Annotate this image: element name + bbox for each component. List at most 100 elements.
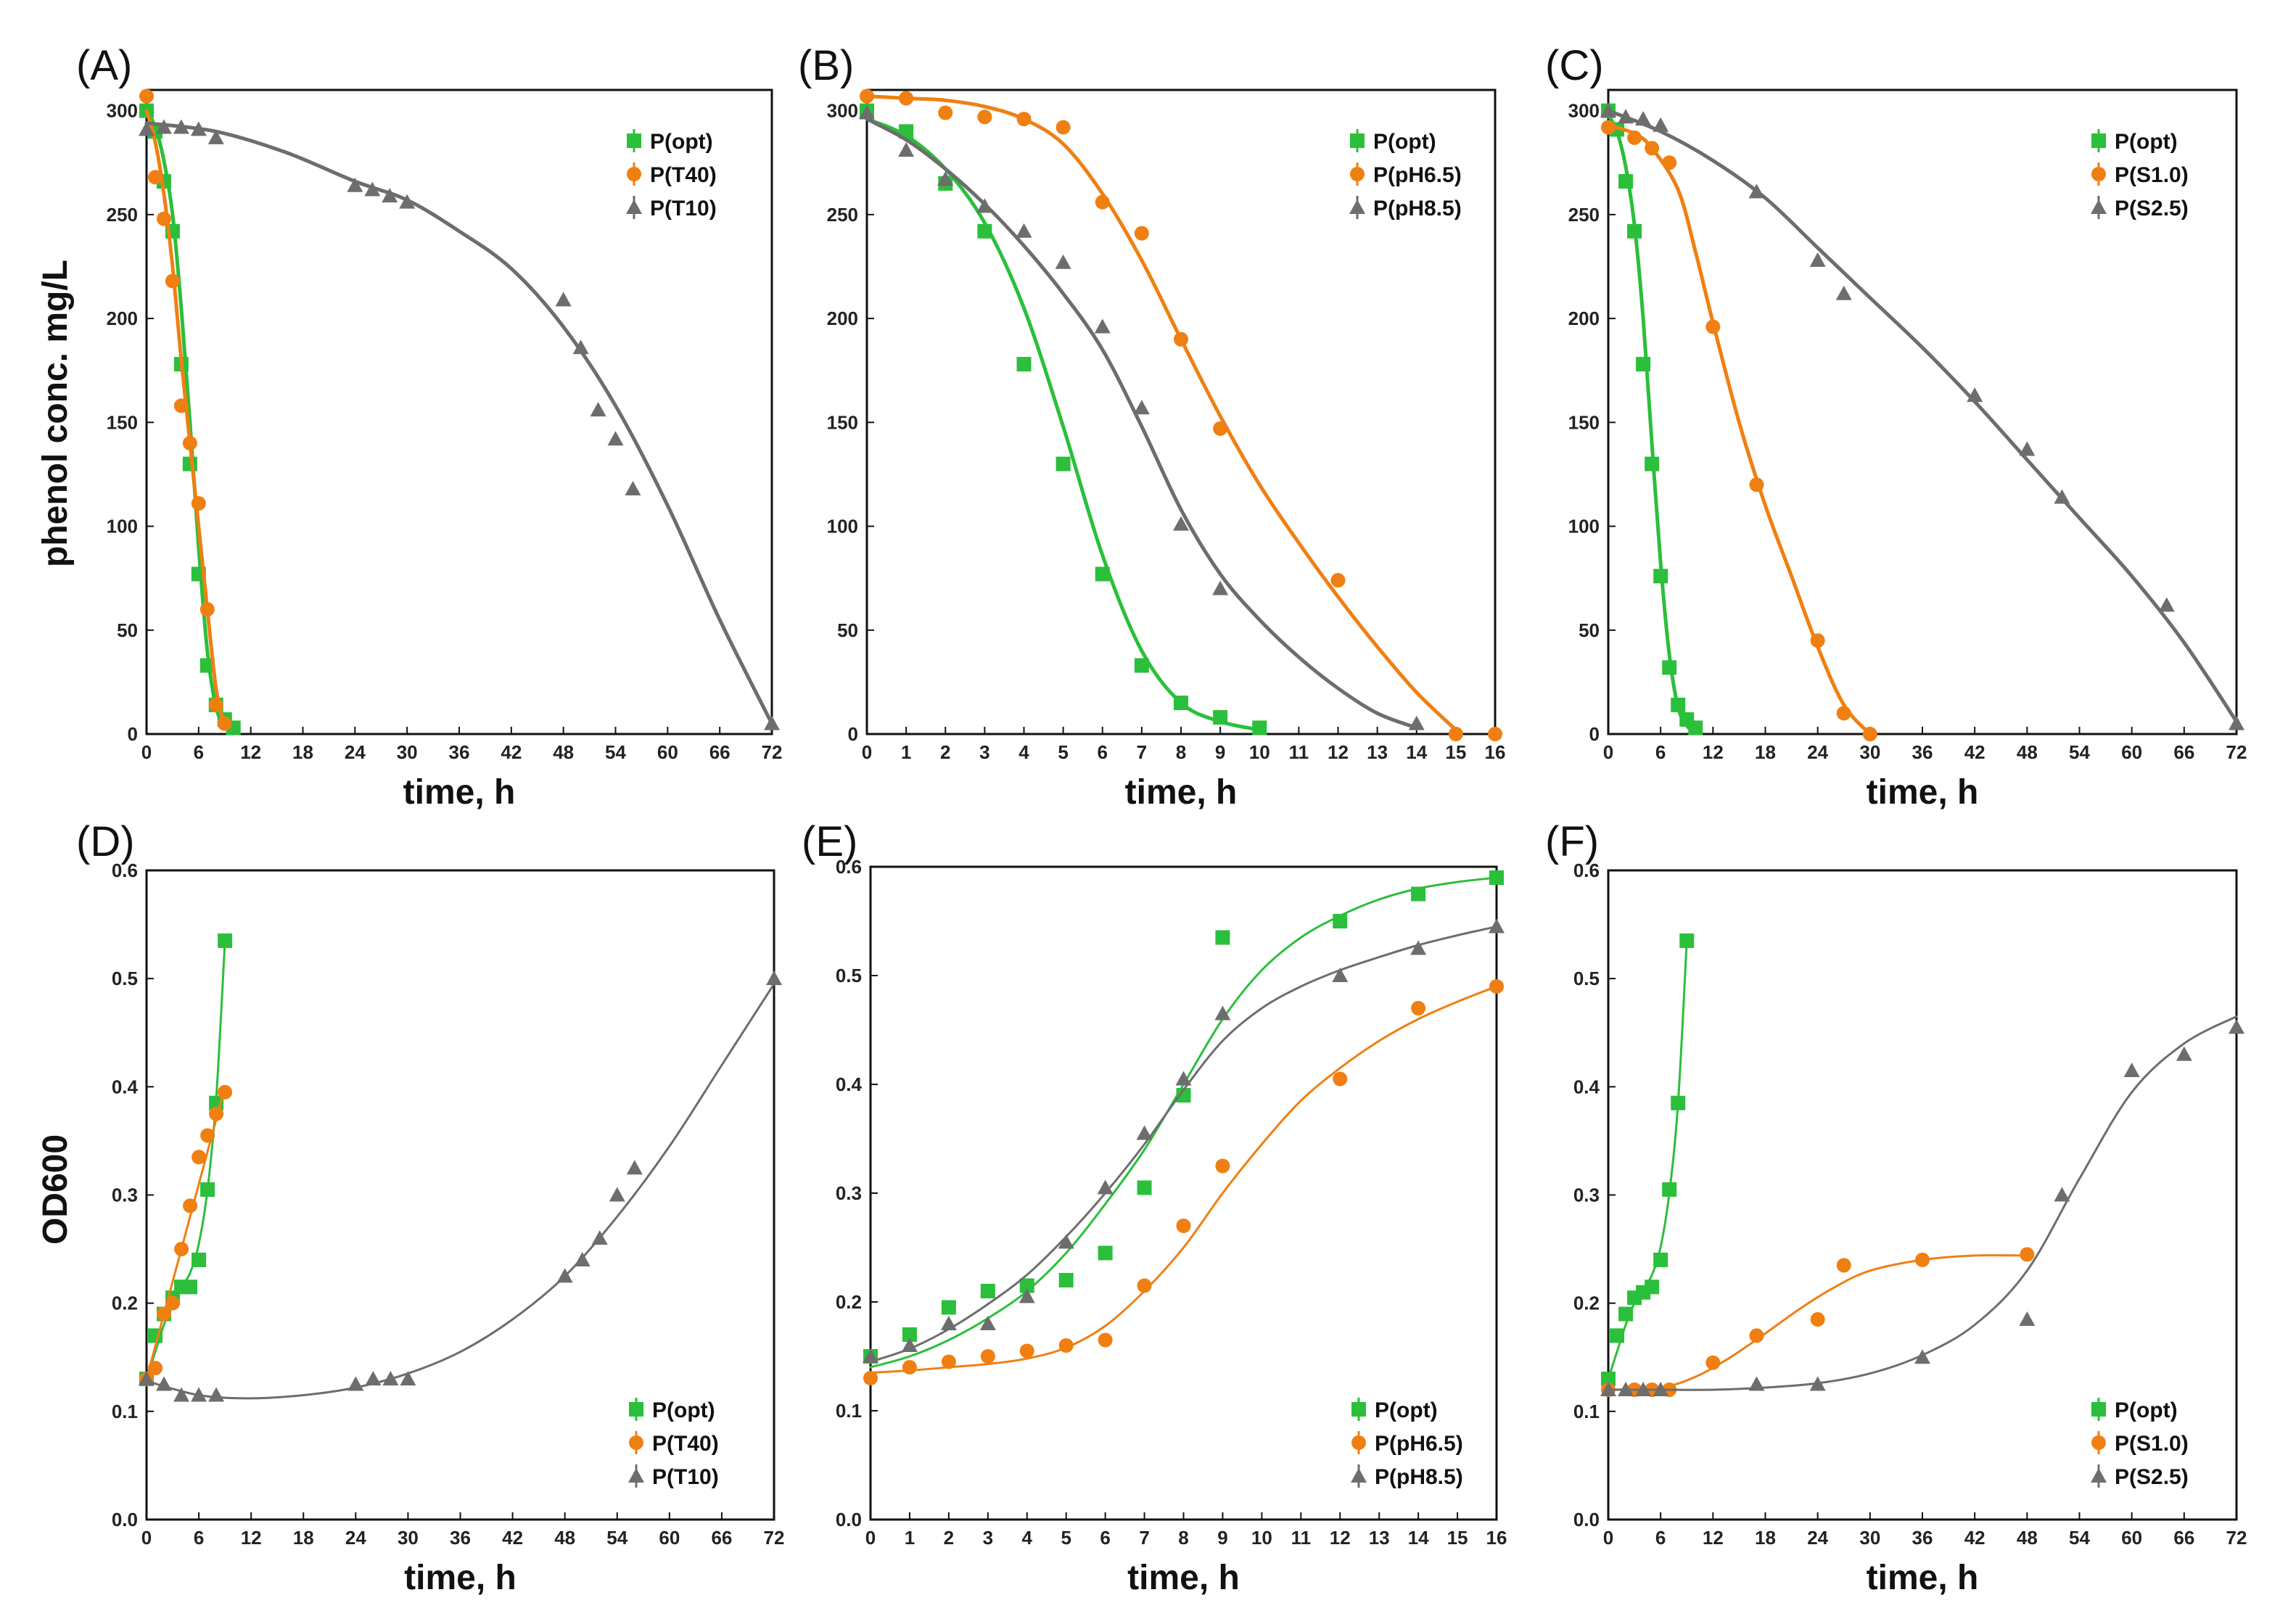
legend-entry: P(T40) <box>652 1432 719 1456</box>
x-tick-label: 13 <box>1367 741 1388 763</box>
y-tick-label: 0.5 <box>112 968 138 989</box>
data-point <box>147 170 162 185</box>
legend-marker <box>1351 1435 1366 1450</box>
legend-entry: P(T40) <box>650 163 717 187</box>
data-point <box>1019 1343 1034 1359</box>
data-point <box>2019 1311 2036 1327</box>
data-point <box>1213 710 1228 725</box>
data-point <box>572 339 589 355</box>
data-point <box>2019 441 2036 456</box>
chart-panel-6: (F) 0 6 12 18 24 30 36 42 48 54 60 66 72 0.0 0.1 0.2 0.3 0… <box>1545 818 2247 1597</box>
x-tick-label: 9 <box>1217 1527 1227 1549</box>
legend-marker <box>1350 167 1365 181</box>
data-point <box>898 142 915 157</box>
data-point <box>200 1182 215 1198</box>
x-tick-label: 5 <box>1061 1527 1071 1549</box>
x-tick-label: 0 <box>862 741 872 763</box>
legend-entry: P(S1.0) <box>2115 163 2189 187</box>
legend-marker <box>1349 199 1365 214</box>
data-point <box>1748 184 1765 199</box>
x-tick-label: 36 <box>449 741 470 763</box>
y-tick-label: 0.0 <box>112 1509 138 1530</box>
y-tick-label: 0.0 <box>1573 1509 1600 1530</box>
data-point <box>1836 706 1851 721</box>
data-point <box>1213 421 1228 436</box>
x-tick-label: 12 <box>240 741 261 763</box>
data-point <box>940 1316 957 1330</box>
x-tick-label: 66 <box>711 1527 732 1549</box>
data-point <box>1215 1158 1230 1174</box>
data-point <box>1333 914 1348 928</box>
x-axis-title: time, h <box>1867 1559 1979 1597</box>
data-point <box>1645 456 1660 471</box>
y-tick-label: 50 <box>837 619 858 641</box>
data-point <box>1627 130 1642 145</box>
data-point <box>1809 252 1826 267</box>
y-tick-label: 50 <box>117 619 138 641</box>
x-tick-label: 30 <box>397 741 418 763</box>
legend-marker <box>628 1468 644 1483</box>
y-tick-label: 200 <box>107 308 138 329</box>
data-point <box>156 1376 173 1391</box>
data-point <box>2020 1247 2035 1262</box>
data-point <box>208 1387 225 1402</box>
data-point <box>165 1295 181 1311</box>
fit-curve <box>1607 1254 2028 1391</box>
legend-entry: P(opt) <box>1375 1398 1438 1422</box>
data-point <box>2158 597 2175 612</box>
legend-entry: P(pH8.5) <box>1375 1465 1463 1489</box>
data-point <box>1749 1328 1764 1343</box>
data-point <box>556 1268 573 1283</box>
data-point <box>591 1230 608 1245</box>
x-tick-label: 16 <box>1486 1527 1507 1549</box>
data-point <box>2176 1046 2192 1061</box>
data-point <box>1174 696 1188 711</box>
data-point <box>1097 1179 1114 1195</box>
data-point <box>899 124 914 139</box>
x-tick-label: 12 <box>1330 1527 1351 1549</box>
legend-marker <box>2091 199 2107 214</box>
data-point <box>937 171 954 186</box>
x-tick-label: 24 <box>1807 1527 1828 1549</box>
legend-marker <box>627 167 641 181</box>
x-tick-label: 54 <box>2069 1527 2090 1549</box>
x-tick-label: 0 <box>865 1527 876 1549</box>
x-tick-label: 66 <box>709 741 731 763</box>
data-point <box>1653 1253 1668 1267</box>
data-point <box>1098 1332 1113 1348</box>
data-point <box>2123 1062 2140 1077</box>
data-point <box>1215 930 1230 945</box>
data-point <box>1653 117 1669 132</box>
chart-panel-1: (A) 0 6 12 18 24 30 36 42 48 54 60 66 72 0 50 100 150 200 2… <box>76 42 782 812</box>
y-tick-label: 0.0 <box>836 1509 862 1530</box>
data-point <box>364 181 381 197</box>
data-point <box>977 223 992 239</box>
x-tick-label: 3 <box>979 741 989 763</box>
data-point <box>200 1128 215 1143</box>
x-axis-title: time, h <box>1127 1559 1240 1597</box>
data-point <box>347 177 363 192</box>
legend-entry: P(S1.0) <box>2115 1432 2189 1456</box>
x-tick-label: 0 <box>1603 1527 1613 1549</box>
data-point <box>382 188 398 203</box>
y-tick-label: 0.6 <box>112 860 138 881</box>
x-tick-label: 0 <box>141 741 152 763</box>
y-tick-label: 50 <box>1579 619 1600 641</box>
fit-curve <box>869 985 1498 1374</box>
x-tick-label: 6 <box>1655 1527 1666 1549</box>
data-point <box>902 1360 917 1374</box>
y-tick-label: 0 <box>128 723 138 745</box>
x-tick-label: 6 <box>194 741 204 763</box>
y-tick-label: 100 <box>827 516 858 537</box>
y-tick-label: 200 <box>827 308 858 329</box>
data-point <box>165 273 180 289</box>
y-tick-label: 250 <box>107 204 138 226</box>
data-point <box>941 1354 956 1369</box>
x-tick-label: 18 <box>292 741 313 763</box>
data-point <box>1410 940 1427 955</box>
data-point <box>139 88 154 104</box>
data-point <box>1618 174 1634 189</box>
x-tick-label: 15 <box>1447 1527 1468 1549</box>
data-point <box>190 121 207 136</box>
data-point <box>1136 1125 1153 1140</box>
